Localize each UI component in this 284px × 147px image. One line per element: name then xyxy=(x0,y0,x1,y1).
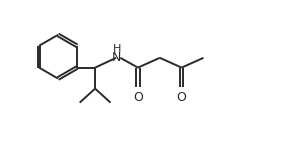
Text: H: H xyxy=(112,44,121,54)
Text: O: O xyxy=(177,91,187,104)
Text: O: O xyxy=(133,91,143,104)
Text: N: N xyxy=(111,51,121,64)
